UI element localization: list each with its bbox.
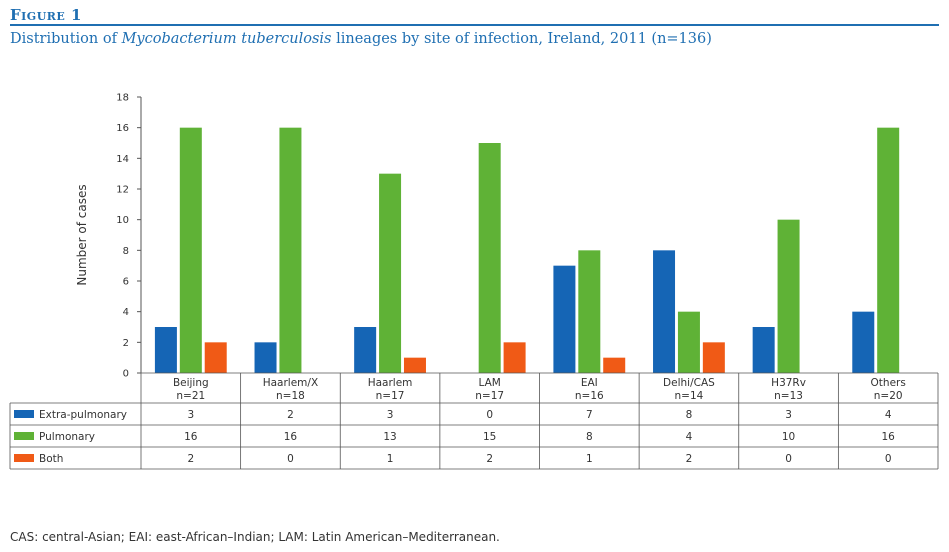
y-tick-label: 6: [123, 277, 129, 288]
category-label: Others: [871, 377, 906, 389]
category-n-label: n=21: [176, 390, 205, 402]
legend-swatch: [14, 410, 34, 418]
category-label: Delhi/CAS: [663, 377, 715, 389]
bar-extra-pulmonary-0: [154, 327, 177, 373]
bar-extra-pulmonary-2: [354, 327, 377, 373]
table-value: 4: [686, 431, 693, 443]
legend-label: Both: [39, 453, 63, 465]
table-value: 1: [586, 453, 593, 465]
category-label: Haarlem: [368, 377, 413, 389]
figure-label: Figure 1: [10, 6, 82, 24]
table-value: 2: [287, 409, 294, 421]
bar-pulmonary-5: [677, 311, 700, 373]
y-tick-label: 8: [123, 246, 129, 257]
category-n-label: n=17: [376, 390, 405, 402]
table-value: 13: [383, 431, 396, 443]
table-value: 7: [586, 409, 593, 421]
table-value: 1: [387, 453, 394, 465]
y-tick-label: 14: [116, 154, 129, 165]
bar-pulmonary-6: [777, 219, 800, 373]
bar-both-0: [204, 342, 227, 373]
bar-both-2: [403, 357, 426, 373]
y-tick-label: 2: [123, 338, 129, 349]
bar-both-5: [702, 342, 725, 373]
category-label: Beijing: [173, 377, 209, 389]
category-n-label: n=20: [874, 390, 903, 402]
bar-extra-pulmonary-5: [653, 250, 676, 373]
category-n-label: n=13: [774, 390, 803, 402]
table-value: 16: [284, 431, 298, 443]
table-value: 0: [885, 453, 892, 465]
table-value: 16: [184, 431, 198, 443]
y-tick-label: 18: [116, 93, 129, 104]
bar-both-4: [603, 357, 626, 373]
legend-swatch: [14, 454, 34, 462]
table-value: 10: [782, 431, 795, 443]
bar-extra-pulmonary-1: [254, 342, 277, 373]
bar-extra-pulmonary-7: [852, 311, 875, 373]
y-tick-label: 16: [116, 123, 129, 134]
table-value: 2: [486, 453, 493, 465]
bar-pulmonary-7: [877, 127, 900, 374]
table-value: 3: [387, 409, 394, 421]
bar-pulmonary-2: [379, 173, 402, 373]
bar-pulmonary-1: [279, 127, 302, 374]
figure-title: Distribution of Mycobacterium tuberculos…: [10, 31, 940, 47]
bar-both-3: [503, 342, 526, 373]
table-value: 3: [785, 409, 792, 421]
bar-pulmonary-4: [578, 250, 601, 373]
legend-label: Extra-pulmonary: [39, 409, 127, 421]
table-value: 8: [686, 409, 693, 421]
figure-title-species: Mycobacterium tuberculosis: [121, 31, 332, 47]
bar-extra-pulmonary-4: [553, 265, 576, 373]
table-value: 0: [785, 453, 792, 465]
y-axis-label: Number of cases: [75, 184, 89, 285]
category-n-label: n=18: [276, 390, 305, 402]
table-value: 15: [483, 431, 496, 443]
figure-title-rule: [10, 24, 939, 26]
table-value: 4: [885, 409, 892, 421]
table-value: 0: [287, 453, 294, 465]
bar-extra-pulmonary-6: [752, 327, 775, 373]
bar-pulmonary-0: [179, 127, 202, 374]
category-label: Haarlem/X: [263, 377, 318, 389]
category-n-label: n=17: [475, 390, 504, 402]
category-label: H37Rv: [771, 377, 806, 389]
figure-title-start: Distribution of: [10, 31, 122, 47]
bar-pulmonary-3: [478, 143, 501, 373]
table-value: 8: [586, 431, 593, 443]
category-label: LAM: [479, 377, 501, 389]
table-value: 2: [187, 453, 194, 465]
category-label: EAI: [581, 377, 598, 389]
y-tick-label: 12: [116, 185, 129, 196]
table-value: 0: [486, 409, 493, 421]
footnote: CAS: central-Asian; EAI: east-African–In…: [10, 530, 500, 544]
y-tick-label: 0: [123, 369, 129, 380]
legend-label: Pulmonary: [39, 431, 95, 443]
category-n-label: n=14: [675, 390, 704, 402]
table-value: 2: [686, 453, 693, 465]
legend-swatch: [14, 432, 34, 440]
table-value: 3: [187, 409, 194, 421]
category-n-label: n=16: [575, 390, 604, 402]
y-tick-label: 4: [123, 307, 129, 318]
y-tick-label: 10: [116, 215, 129, 226]
figure-title-end: lineages by site of infection, Ireland, …: [331, 31, 712, 47]
table-value: 16: [882, 431, 896, 443]
